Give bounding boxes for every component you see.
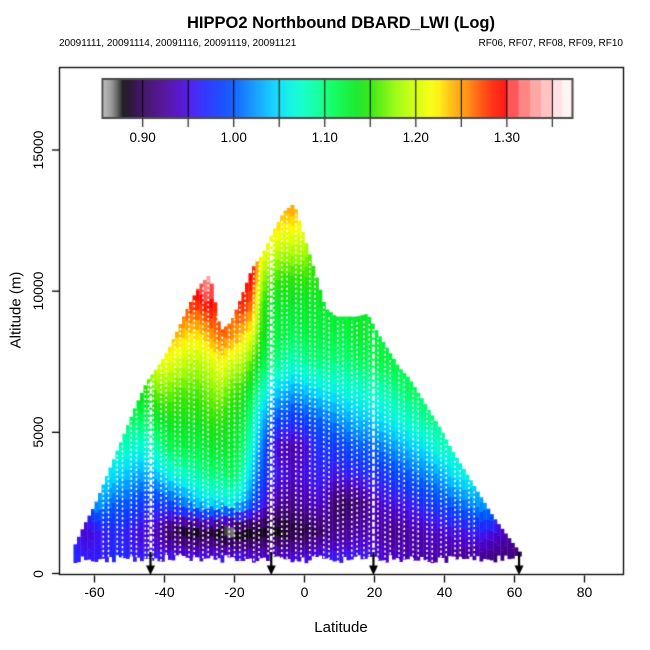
x-tick-label: -60 (84, 584, 105, 600)
y-tick-label: 15000 (30, 130, 46, 170)
colorbar-tick-label: 1.30 (493, 130, 520, 145)
colorbar-tick-label: 1.00 (220, 130, 247, 145)
x-tick-label: 0 (300, 584, 309, 600)
colorbar-tick-label: 0.90 (129, 130, 156, 145)
x-tick-label: 40 (436, 584, 453, 600)
y-axis-title: Altitude (m) (7, 271, 25, 349)
y-tick-label: 5000 (30, 416, 46, 448)
subtitle-dates: 20091111, 20091114, 20091116, 20091119, … (59, 38, 297, 49)
subtitle-flights: RF06, RF07, RF08, RF09, RF10 (478, 38, 624, 49)
colorbar-tick-label: 1.20 (402, 130, 429, 145)
x-tick-label: 60 (506, 584, 523, 600)
x-tick-label: 20 (366, 584, 383, 600)
y-tick-label: 10000 (30, 271, 46, 311)
chart-title: HIPPO2 Northbound DBARD_LWI (Log) (187, 14, 495, 32)
x-tick-label: 80 (576, 584, 593, 600)
x-tick-label: -40 (154, 584, 175, 600)
x-tick-label: -20 (224, 584, 245, 600)
colorbar-tick-label: 1.10 (311, 130, 338, 145)
y-tick-label: 0 (30, 569, 46, 578)
x-axis-title: Latitude (314, 619, 368, 636)
